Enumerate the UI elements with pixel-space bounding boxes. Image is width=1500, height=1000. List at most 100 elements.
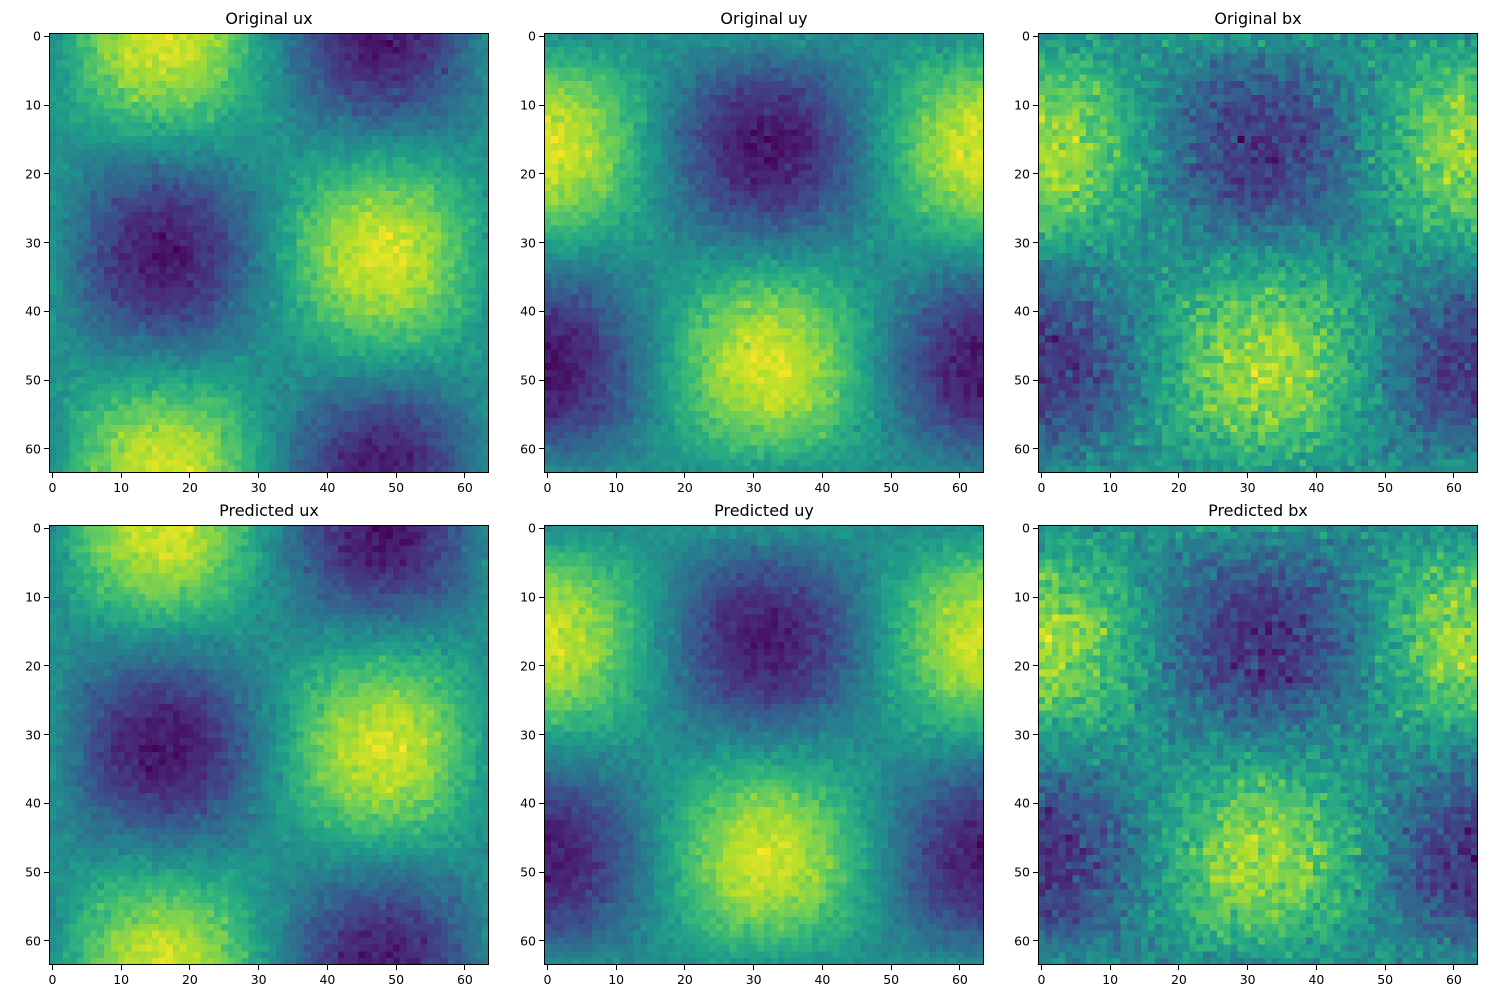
panel-title: Original uy [720,9,808,28]
y-tick-label: 30 [25,727,41,743]
heatmap-image [49,33,489,473]
x-tick [753,965,755,970]
x-tick-label: 60 [1445,480,1462,495]
x-tick [615,473,617,478]
y-tick-label: 60 [520,933,536,949]
x-tick [1247,965,1249,970]
x-tick [1040,965,1042,970]
x-tick [684,473,686,478]
y-tick [1033,379,1038,381]
x-tick [1109,965,1111,970]
x-tick-label: 20 [1170,480,1187,495]
y-tick [44,527,49,529]
x-tick-label: 20 [1170,972,1187,987]
x-tick [464,965,466,970]
y-tick-label: 40 [1014,303,1030,319]
panel-title: Original bx [1214,9,1302,28]
x-tick [1109,473,1111,478]
heatmap-image [1038,525,1478,965]
x-tick-label: 10 [113,972,130,987]
x-tick [615,965,617,970]
y-tick [44,802,49,804]
x-tick-label: 50 [883,972,900,987]
x-tick-label: 60 [1445,972,1462,987]
y-tick-label: 30 [520,727,536,743]
y-tick-label: 10 [1014,589,1030,605]
x-tick-label: 50 [883,480,900,495]
y-tick-label: 40 [25,795,41,811]
x-tick [51,473,53,478]
x-tick-label: 30 [1239,972,1256,987]
x-tick-label: 50 [388,972,405,987]
x-tick [1453,473,1455,478]
y-tick-label: 40 [520,303,536,319]
y-tick-label: 30 [1014,727,1030,743]
x-tick [189,473,191,478]
x-tick-label: 20 [676,972,693,987]
x-tick-label: 40 [814,972,831,987]
y-tick [539,104,544,106]
y-tick [44,242,49,244]
y-tick-label: 20 [25,166,41,182]
x-tick-label: 30 [250,972,267,987]
y-tick [44,448,49,450]
x-tick-label: 20 [676,480,693,495]
y-tick [1033,734,1038,736]
x-tick-label: 50 [1377,480,1394,495]
x-tick [258,473,260,478]
y-tick-label: 30 [520,235,536,251]
y-tick-label: 60 [25,933,41,949]
y-tick [539,173,544,175]
y-tick-label: 0 [33,28,41,44]
x-tick-label: 0 [543,972,552,987]
y-tick [1033,527,1038,529]
y-tick-label: 60 [520,441,536,457]
x-tick [189,965,191,970]
heatmap-panel-2: Original uy 0 10 20 30 40 50 60 0 10 20 30 40 50 60 [520,9,984,495]
y-tick [44,310,49,312]
y-tick [44,940,49,942]
x-tick [120,473,122,478]
x-tick [326,965,328,970]
x-tick-label: 40 [1308,972,1325,987]
y-tick [539,665,544,667]
y-tick-label: 40 [520,795,536,811]
x-tick-label: 0 [48,972,57,987]
y-tick-label: 0 [33,520,41,536]
y-tick [539,242,544,244]
x-tick-label: 20 [181,480,198,495]
y-tick [1033,596,1038,598]
y-tick-label: 20 [1014,658,1030,674]
y-tick [539,527,544,529]
y-tick-label: 50 [25,864,41,880]
x-tick [258,965,260,970]
y-tick [539,871,544,873]
x-tick-label: 60 [951,972,968,987]
x-tick [51,965,53,970]
y-tick-label: 10 [1014,97,1030,113]
panel-title: Original ux [225,9,313,28]
y-tick [1033,665,1038,667]
x-tick [890,473,892,478]
y-tick [44,35,49,37]
y-tick [539,448,544,450]
x-tick-label: 40 [319,480,336,495]
y-tick-label: 10 [25,97,41,113]
y-tick [1033,310,1038,312]
y-tick-label: 50 [1014,372,1030,388]
y-tick-label: 50 [25,372,41,388]
y-tick-label: 60 [25,441,41,457]
y-tick-label: 30 [25,235,41,251]
y-tick-label: 60 [1014,441,1030,457]
heatmap-image [544,33,984,473]
x-tick [1178,473,1180,478]
x-tick [1247,473,1249,478]
heatmap-panel-1: Original ux 0 10 20 30 40 50 60 0 10 20 30 40 50 60 [25,9,489,495]
y-tick [1033,104,1038,106]
heatmap-panel-3: Original bx 0 10 20 30 40 50 60 0 10 20 30 40 50 60 [1014,9,1478,495]
x-tick [684,965,686,970]
x-tick [1178,965,1180,970]
y-tick-label: 0 [528,520,536,536]
y-tick [44,173,49,175]
x-tick-label: 50 [1377,972,1394,987]
